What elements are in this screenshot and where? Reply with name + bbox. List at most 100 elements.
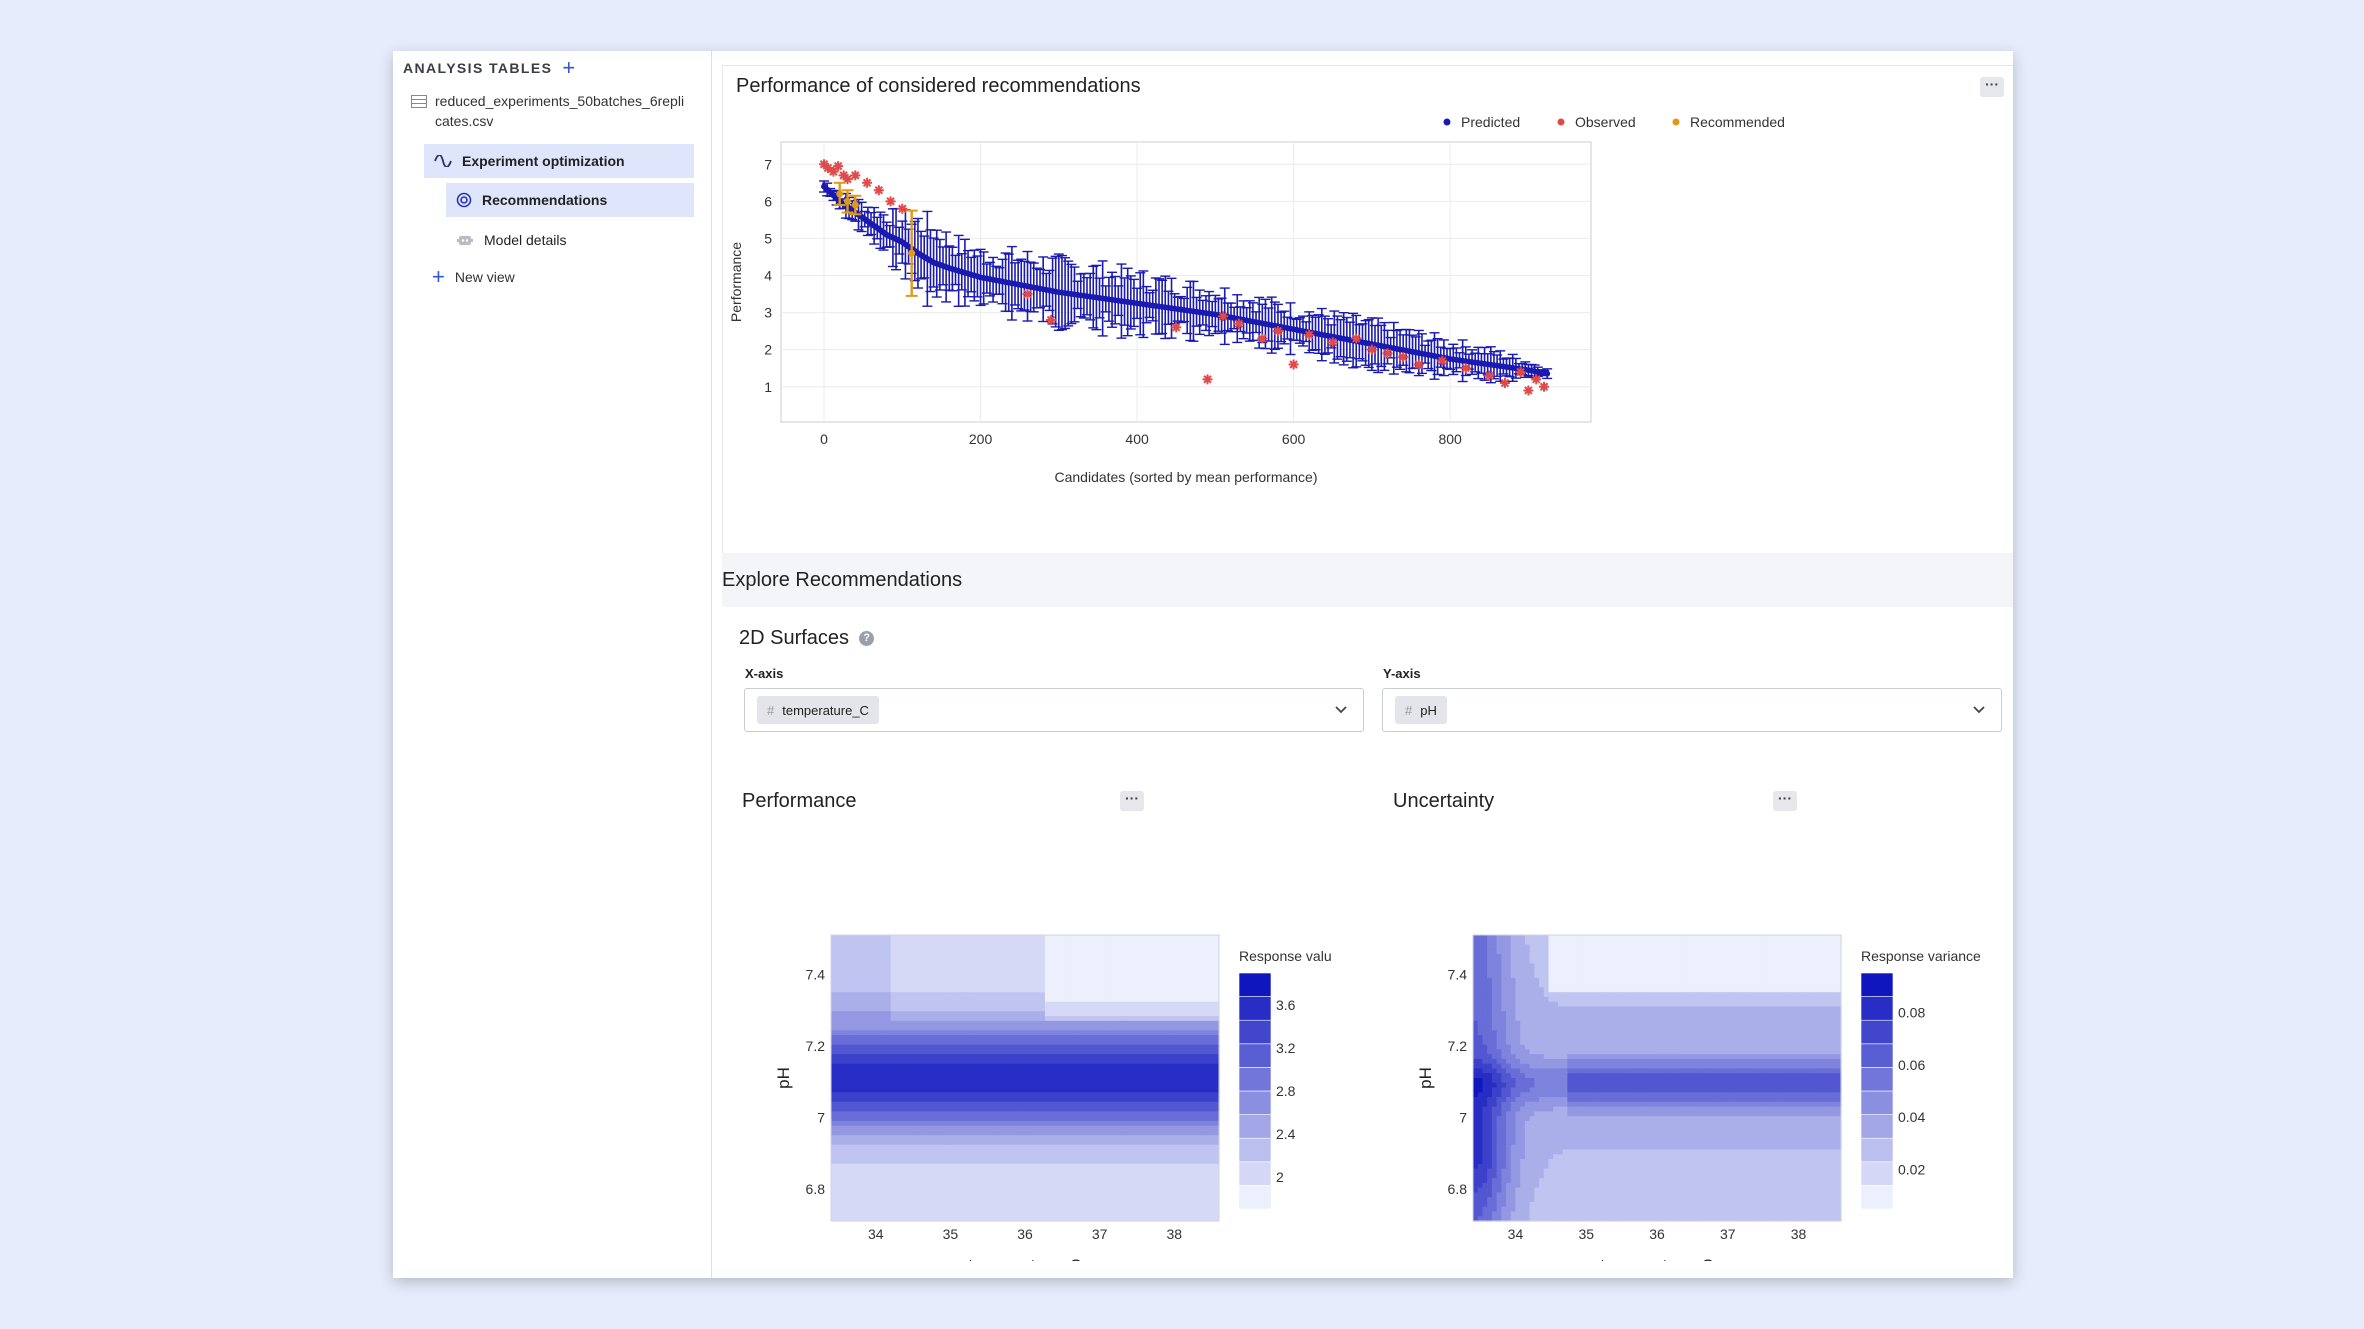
contour-cell [1039, 963, 1046, 969]
contour-cell [1074, 1116, 1081, 1122]
contour-cell [1074, 1097, 1081, 1103]
contour-cell [895, 1063, 902, 1070]
contour-cell [965, 1197, 971, 1203]
sidebar-item-file[interactable]: reduced_experiments_50batches_6replicate… [411, 91, 691, 131]
contour-cell [955, 1101, 961, 1108]
help-icon[interactable]: ? [859, 631, 875, 646]
contour-cell [890, 1049, 897, 1055]
contour-cell [880, 954, 887, 960]
contour-cell [945, 1130, 951, 1136]
contour-cell [1049, 1025, 1056, 1031]
contour-cell [1074, 973, 1081, 979]
contour-cell [965, 1016, 971, 1022]
sidebar-item-experiment-optimization[interactable]: Experiment optimization [424, 144, 694, 178]
contour-cell [930, 944, 937, 950]
contour-cell [905, 1135, 912, 1141]
contour-cell [845, 954, 852, 960]
contour-cell [870, 968, 877, 974]
contour-cell [985, 1144, 991, 1151]
contour-cell [1064, 1197, 1071, 1203]
contour-cell [1119, 963, 1126, 969]
contour-cell [1029, 968, 1036, 974]
contour-cell [850, 1173, 857, 1179]
contour-cell [1034, 1125, 1041, 1132]
contour-cell [970, 973, 976, 979]
contour-cell [880, 973, 887, 979]
contour-cell [1020, 1106, 1026, 1112]
contour-cell [1025, 1197, 1031, 1203]
contour-cell [980, 1073, 986, 1079]
y-axis-select[interactable]: # pH [1382, 688, 2002, 732]
contour-cell [1025, 1163, 1031, 1170]
contour-cell [965, 1116, 971, 1122]
contour-cell [940, 1001, 947, 1008]
contour-cell [1000, 1006, 1006, 1012]
contour-cell [850, 1135, 857, 1141]
contour-cell [840, 1016, 847, 1022]
contour-cell [935, 987, 942, 993]
contour-cell [955, 1120, 961, 1127]
contour-cell [1099, 1173, 1106, 1179]
contour-cell [915, 1030, 922, 1036]
contour-cell [1059, 1197, 1066, 1203]
contour-cell [935, 973, 942, 979]
contour-cell [845, 1139, 852, 1146]
contour-cell [915, 1159, 922, 1165]
contour-cell [1124, 1068, 1131, 1074]
contour-cell [1069, 987, 1076, 993]
contour-cell [1064, 963, 1071, 969]
contour-cell [1029, 1173, 1036, 1179]
contour-cell [975, 1006, 981, 1012]
contour-cell [955, 1216, 961, 1222]
contour-cell [970, 996, 976, 1003]
contour-cell [925, 1078, 932, 1084]
contour-cell [1000, 1001, 1006, 1008]
perf-card-more-button[interactable]: ··· [1980, 77, 2004, 97]
contour-cell [1015, 1106, 1021, 1112]
contour-cell [1049, 987, 1056, 993]
sidebar-item-model-details[interactable]: Model details [446, 223, 694, 257]
contour-cell [920, 1030, 927, 1036]
contour-cell [1025, 1020, 1031, 1027]
contour-cell [895, 1011, 902, 1017]
performance-more-button[interactable]: ··· [1120, 791, 1144, 811]
contour-cell [1005, 1197, 1011, 1203]
sidebar-item-recommendations[interactable]: Recommendations [446, 183, 694, 217]
contour-cell [1089, 1130, 1096, 1136]
contour-cell [915, 1063, 922, 1070]
contour-cell [835, 1182, 842, 1189]
contour-cell [880, 996, 887, 1003]
contour-cell [1020, 1206, 1026, 1213]
contour-cell [990, 1039, 996, 1046]
x-axis-select[interactable]: # temperature_C [744, 688, 1364, 732]
contour-cell [900, 982, 907, 989]
contour-cell [831, 949, 837, 955]
contour-cell [1114, 1154, 1121, 1160]
contour-cell [1134, 1106, 1141, 1112]
contour-cell [1109, 1201, 1116, 1208]
contour-cell [870, 1063, 877, 1070]
new-view-button[interactable]: + New view [432, 260, 515, 294]
contour-cell [840, 1154, 847, 1160]
contour-cell [1049, 1011, 1056, 1017]
contour-cell [925, 949, 932, 955]
contour-cell [960, 1025, 966, 1031]
y-tick-label: 2 [764, 342, 772, 358]
contour-cell [885, 1044, 892, 1050]
uncertainty-more-button[interactable]: ··· [1773, 791, 1797, 811]
contour-cell [1059, 1178, 1066, 1184]
contour-cell [1039, 1120, 1046, 1127]
contour-cell [985, 1006, 991, 1012]
contour-cell [900, 1139, 907, 1146]
contour-cell [860, 939, 867, 946]
contour-cell [855, 1087, 862, 1093]
contour-cell [855, 1078, 862, 1084]
contour-cell [855, 1097, 862, 1103]
contour-cell [990, 1163, 996, 1170]
add-table-icon[interactable]: + [562, 55, 577, 80]
y-tick-label: 3 [764, 305, 772, 321]
contour-cell [1114, 1163, 1121, 1170]
contour-cell [1134, 1082, 1141, 1089]
contour-cell [980, 1044, 986, 1050]
contour-cell [970, 987, 976, 993]
